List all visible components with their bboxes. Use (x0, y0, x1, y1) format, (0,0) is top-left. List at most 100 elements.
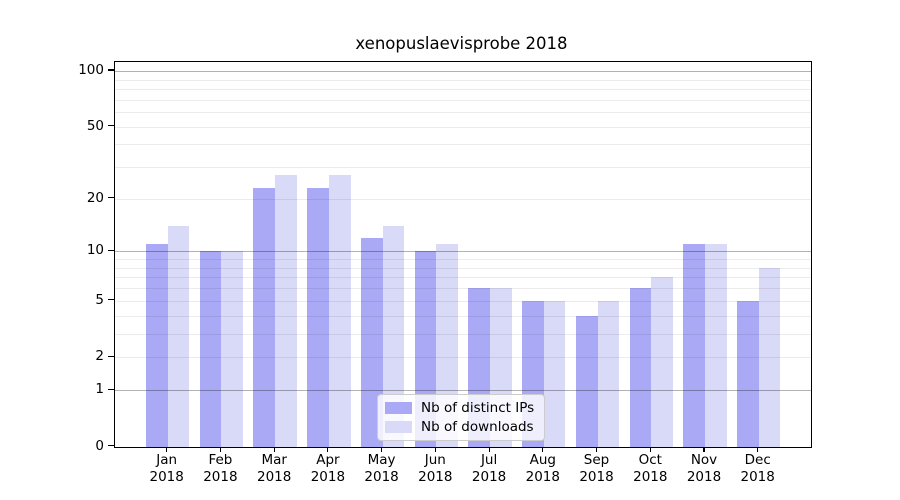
grid-line-minor-70 (114, 99, 811, 101)
legend-item-downloads: Nb of downloads (385, 419, 536, 435)
x-tick-label-month-feb: Feb (208, 452, 233, 468)
y-tick-label-100: 100 (78, 62, 104, 78)
x-tick-label-year-sep: 2018 (579, 468, 614, 485)
grid-line-minor-40 (114, 144, 811, 146)
y-tick-mark-5 (108, 299, 114, 301)
bar-nb-of-distinct-ips-feb (199, 251, 222, 447)
bar-nb-of-downloads-jan (167, 226, 190, 447)
grid-line-minor-20 (114, 198, 811, 200)
y-tick-label-50: 50 (86, 117, 104, 134)
legend-label-downloads: Nb of downloads (421, 419, 534, 435)
x-tick-label-month-jul: Jul (480, 452, 498, 468)
x-tick-label-feb: Feb 2018 (188, 452, 252, 485)
x-tick-mark-dec (757, 446, 759, 453)
y-tick-mark-2 (108, 355, 114, 357)
grid-line-minor-3 (114, 333, 811, 335)
bar-nb-of-distinct-ips-mar (253, 187, 276, 447)
grid-line-major-10 (114, 251, 811, 253)
x-tick-mark-sep (595, 446, 598, 453)
grid-layer (114, 62, 811, 447)
x-tick-label-year-jun: 2018 (418, 468, 453, 485)
x-tick-label-mar: Mar 2018 (242, 452, 306, 485)
x-tick-label-year-jan: 2018 (149, 468, 184, 485)
x-tick-mark-apr (327, 446, 329, 453)
y-tick-mark-0 (108, 444, 114, 447)
x-tick-label-month-aug: Aug (529, 452, 556, 468)
grid-line-minor-60 (114, 112, 811, 113)
x-tick-label-jul: Jul 2018 (457, 452, 521, 485)
x-tick-label-year-jul: 2018 (471, 468, 507, 485)
x-tick-label-month-jan: Jan (156, 452, 178, 468)
y-tick-label-2: 2 (95, 348, 104, 365)
x-tick-mark-jul (488, 446, 490, 453)
x-tick-label-year-oct: 2018 (633, 468, 668, 485)
bar-nb-of-downloads-apr (328, 175, 351, 447)
grid-line-minor-4 (114, 315, 811, 317)
y-tick-mark-1 (108, 388, 114, 390)
y-tick-mark-20 (108, 197, 114, 199)
y-tick-mark-50 (108, 125, 114, 127)
x-tick-label-year-apr: 2018 (310, 468, 346, 485)
x-tick-label-month-jun: Jun (424, 452, 446, 468)
y-tick-label-1: 1 (95, 381, 104, 398)
legend-item-distinct-ips: Nb of distinct IPs (385, 400, 536, 416)
grid-line-major-100 (114, 71, 811, 72)
x-tick-mark-may (381, 446, 383, 453)
legend-label-distinct-ips: Nb of distinct IPs (421, 400, 535, 416)
bar-nb-of-distinct-ips-oct (629, 288, 652, 447)
x-tick-mark-jan (166, 446, 168, 453)
x-tick-label-oct: Oct 2018 (618, 452, 682, 485)
x-tick-label-month-oct: Oct (638, 452, 662, 468)
legend-swatch-downloads (385, 421, 412, 433)
x-tick-label-month-nov: Nov (690, 452, 718, 468)
x-tick-label-dec: Dec 2018 (726, 452, 790, 485)
x-tick-label-year-dec: 2018 (740, 468, 775, 485)
x-tick-label-sep: Sep 2018 (565, 452, 629, 485)
grid-line-minor-90 (114, 79, 811, 81)
y-tick-mark-100 (108, 69, 114, 71)
grid-line-minor-2 (114, 357, 811, 359)
x-tick-label-month-may: May (367, 452, 396, 468)
legend: Nb of distinct IPs Nb of downloads (377, 394, 545, 441)
bar-nb-of-distinct-ips-dec (737, 300, 759, 447)
x-tick-label-aug: Aug 2018 (511, 452, 575, 485)
x-tick-label-year-mar: 2018 (257, 468, 292, 485)
grid-line-minor-5 (114, 300, 811, 302)
grid-line-major-1 (114, 390, 811, 392)
grid-line-minor-6 (114, 288, 811, 290)
x-tick-label-year-feb: 2018 (203, 468, 238, 485)
grid-line-minor-9 (114, 259, 811, 261)
x-tick-label-month-sep: Sep (583, 452, 610, 468)
y-tick-label-20: 20 (86, 189, 104, 206)
bar-nb-of-downloads-may (382, 226, 405, 447)
x-tick-label-month-apr: Apr (316, 452, 340, 468)
bar-nb-of-downloads-feb (221, 251, 244, 447)
x-tick-mark-oct (649, 446, 651, 453)
bar-nb-of-distinct-ips-sep (575, 315, 598, 447)
x-tick-label-month-mar: Mar (261, 452, 287, 468)
y-tick-label-0: 0 (95, 437, 104, 454)
y-tick-label-10: 10 (86, 242, 104, 259)
x-tick-label-jan: Jan 2018 (135, 452, 199, 485)
x-tick-mark-feb (219, 446, 221, 453)
x-tick-label-may: May 2018 (350, 452, 414, 485)
x-tick-label-nov: Nov 2018 (672, 452, 736, 485)
bar-nb-of-distinct-ips-nov (683, 244, 705, 447)
bar-nb-of-downloads-aug (543, 300, 566, 447)
bar-nb-of-downloads-sep (597, 300, 620, 447)
bar-nb-of-distinct-ips-jan (146, 244, 168, 447)
x-tick-label-month-dec: Dec (744, 452, 771, 468)
bar-nb-of-downloads-mar (275, 175, 297, 447)
x-tick-label-year-aug: 2018 (525, 468, 560, 485)
y-tick-mark-10 (108, 249, 114, 251)
bar-nb-of-downloads-dec (758, 267, 781, 447)
y-tick-label-5: 5 (95, 291, 104, 308)
x-tick-mark-nov (703, 446, 705, 453)
grid-line-minor-7 (114, 277, 811, 279)
bar-nb-of-distinct-ips-apr (307, 187, 329, 447)
grid-line-minor-30 (114, 167, 811, 169)
grid-line-minor-80 (114, 89, 811, 90)
x-tick-mark-jun (434, 446, 436, 453)
x-tick-label-year-nov: 2018 (686, 468, 722, 485)
x-tick-mark-mar (273, 446, 275, 453)
